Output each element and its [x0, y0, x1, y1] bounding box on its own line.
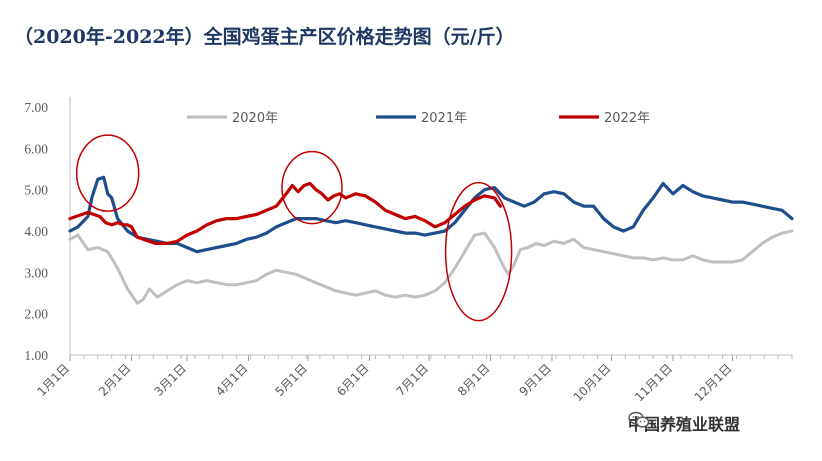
legend-label: 2022年 [604, 111, 650, 126]
legend-label: 2020年 [232, 111, 278, 126]
series-line-1 [68, 229, 794, 305]
y-tick-label: 1.00 [24, 348, 48, 363]
y-tick-label: 4.00 [24, 224, 48, 239]
y-tick-label: 7.00 [24, 100, 48, 115]
chart-series [68, 175, 794, 305]
page-title: （2020年-2022年）全国鸡蛋主产区价格走势图（元/斤） [14, 26, 515, 48]
wechat-icon [628, 411, 650, 428]
x-tick-label: 10月1日 [571, 361, 614, 404]
x-tick-label: 6月1日 [334, 361, 372, 399]
highlight-circle [75, 134, 140, 212]
x-tick-label: 9月1日 [516, 361, 554, 399]
x-tick-label: 5月1日 [272, 361, 310, 399]
x-tick-label: 11月1日 [632, 361, 675, 404]
x-tick-label: 2月1日 [96, 361, 134, 399]
series-line-3 [68, 181, 502, 245]
y-tick-label: 3.00 [24, 265, 48, 280]
x-tick-label: 4月1日 [213, 361, 251, 399]
x-tick-label: 3月1日 [151, 361, 189, 399]
source-watermark: 中国养殖业联盟 [628, 411, 740, 435]
x-tick-label: 12月1日 [692, 361, 735, 404]
y-tick-label: 6.00 [24, 141, 48, 156]
y-tick-label: 2.00 [24, 307, 48, 322]
x-tick-label: 8月1日 [455, 361, 493, 399]
highlight-circle [281, 150, 343, 225]
chart-axes: 1月1日 2月1日 3月1日 4月1日 5月1日 6月1日 7月1日 8月1日 9月1日 10月1… [34, 97, 793, 404]
x-tick-label: 1月1日 [34, 361, 72, 399]
legend-label: 2021年 [421, 111, 467, 126]
watermark-text: 中国养殖业联盟 [628, 415, 741, 434]
y-tick-label: 5.00 [24, 183, 48, 198]
y-axis-ticks: 1.00 2.00 3.00 4.00 5.00 6.00 7.00 [24, 100, 48, 363]
chart-legend: 2020年 2021年 2022年 [187, 111, 650, 126]
x-tick-label: 7月1日 [393, 361, 431, 399]
chart-annotations [75, 134, 513, 322]
highlight-circle [444, 181, 513, 322]
